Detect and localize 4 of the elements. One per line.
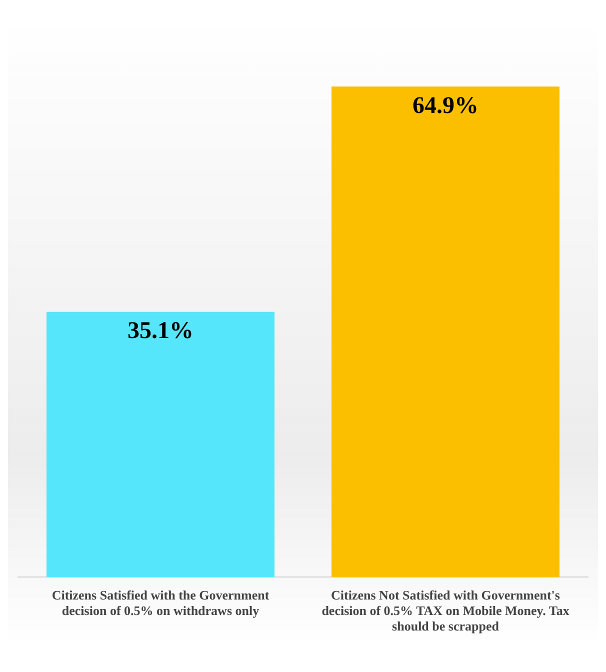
data-label: 64.9% — [412, 92, 478, 119]
x-tick-label: Citizens Not Satisfied with Government's decision of 0.5% TAX on Mobile Money. Tax should be scrapped — [322, 587, 570, 634]
x-tick-label: Citizens Satisfied with the Government decision of 0.5% on withdraws only — [52, 587, 270, 618]
data-label: 35.1% — [128, 318, 194, 344]
